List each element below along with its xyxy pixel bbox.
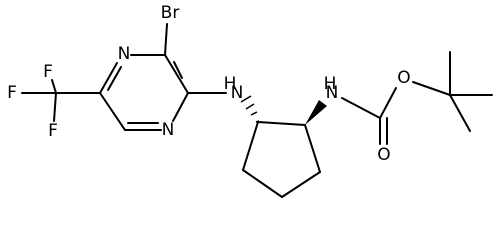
atom-label: H (324, 74, 337, 94)
structure: F F F N Br N H N H N O O (7, 3, 493, 198)
atom-label: N (326, 83, 339, 103)
atom-label: N (162, 120, 175, 140)
atom-label: N (231, 83, 244, 103)
bonds (21, 23, 493, 198)
atom-label: Br (161, 3, 180, 23)
atom-label: F (7, 83, 17, 103)
atom-label: H (224, 74, 237, 94)
atom-label: N (118, 44, 131, 64)
atom-label: F (43, 62, 53, 82)
atom-label: O (397, 68, 410, 88)
atom-label: F (48, 121, 58, 141)
atom-label: O (377, 145, 390, 165)
